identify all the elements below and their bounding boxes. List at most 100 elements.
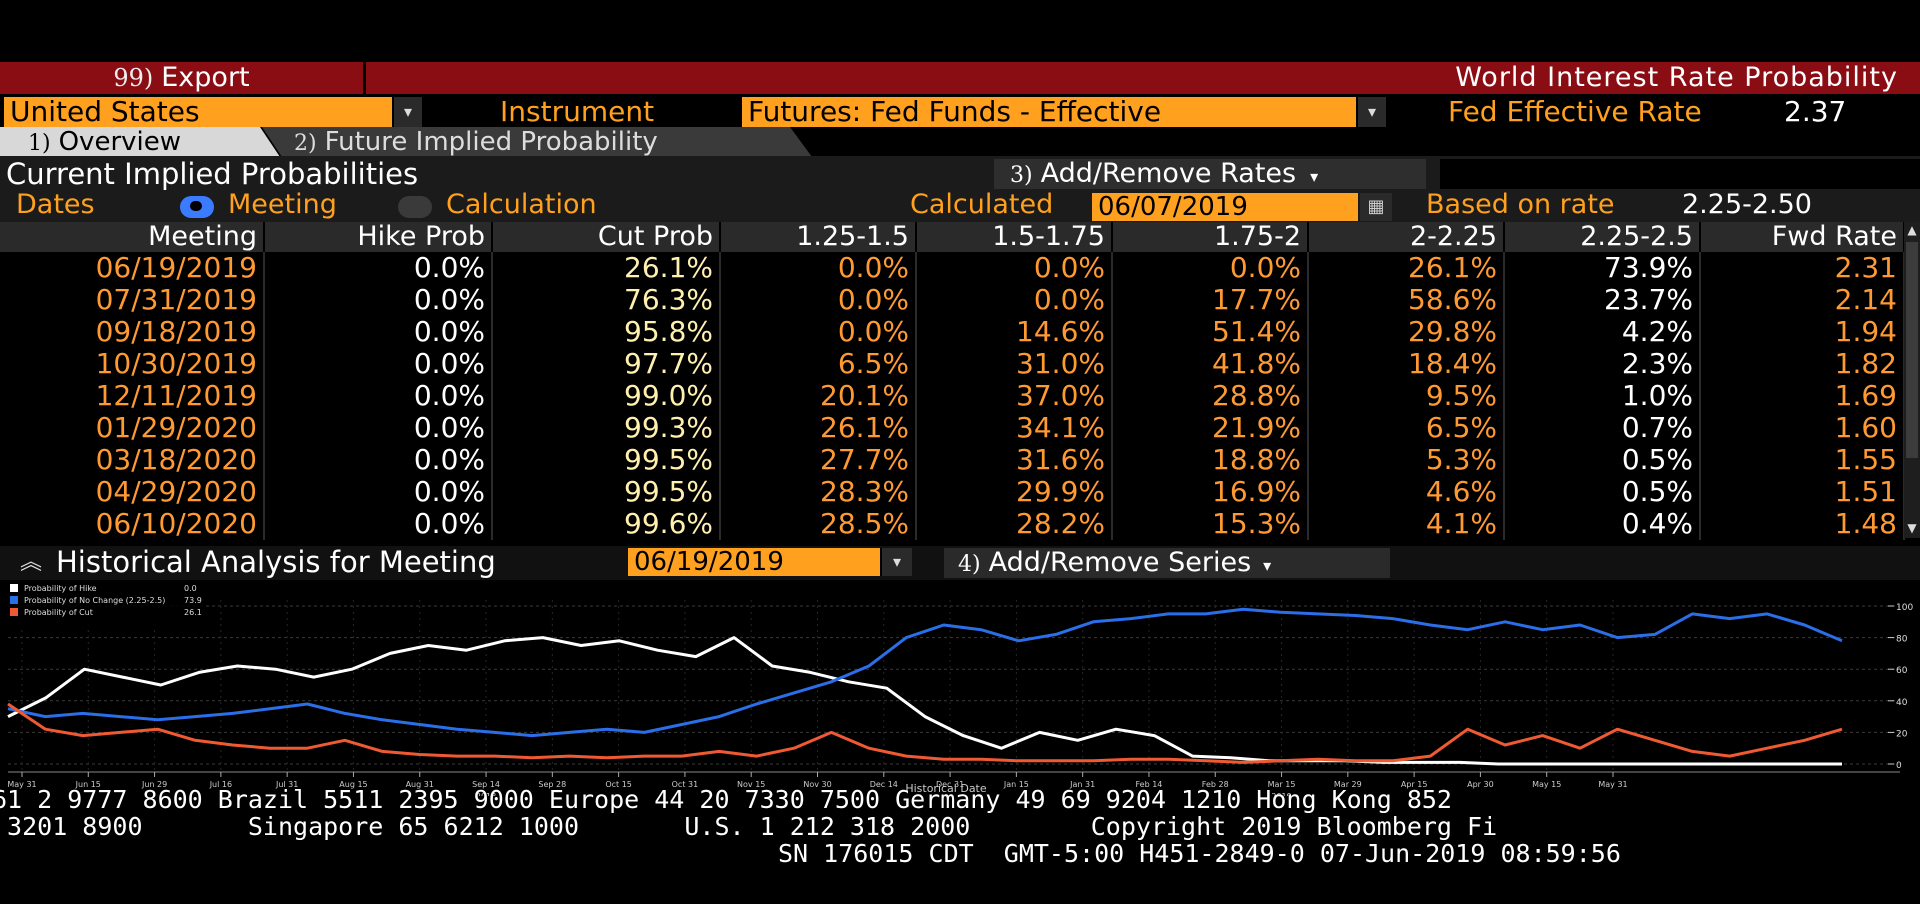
legend-swatch (10, 584, 18, 592)
fed-rate-value: 2.37 (1784, 95, 1847, 128)
historical-meeting-dropdown-arrow[interactable]: ▾ (880, 548, 912, 576)
instrument-label: Instrument (500, 95, 655, 128)
table-cell: 1.0% (1504, 380, 1701, 412)
table-cell: 26.1% (492, 252, 721, 284)
table-cell: 18.4% (1308, 348, 1505, 380)
table-row[interactable]: 01/29/2020 0.0% 99.3% 26.1% 34.1% 21.9% 6.5% 0.… (0, 412, 1905, 444)
table-cell: 95.8% (492, 316, 721, 348)
table-cell: 03/18/2020 (0, 444, 265, 476)
based-on-rate-value: 2.25-2.50 (1682, 189, 1812, 220)
table-cell: 4.1% (1308, 508, 1505, 540)
table-cell: 28.5% (720, 508, 917, 540)
x-tick-label: Nov 30 (803, 780, 831, 789)
calendar-icon[interactable]: ▦ (1360, 193, 1392, 221)
country-select[interactable]: United States (4, 97, 392, 127)
table-row[interactable]: 03/18/2020 0.0% 99.5% 27.7% 31.6% 18.8% 5.3% 0.… (0, 444, 1905, 476)
table-cell: 1.82 (1700, 348, 1905, 380)
add-remove-rates-button[interactable]: 3) Add/Remove Rates ▾ (994, 159, 1426, 189)
col-header-rate-3[interactable]: 1.75-2 (1112, 222, 1309, 252)
col-header-rate-5[interactable]: 2.25-2.5 (1504, 222, 1701, 252)
ticker-line-1: 61 2 9777 8600 Brazil 5511 2395 9000 Eur… (0, 785, 1452, 814)
x-tick-label: Jan 15 (1003, 780, 1029, 789)
collapse-icon[interactable]: ︽ (19, 550, 42, 575)
table-row[interactable]: 06/19/2019 0.0% 26.1% 0.0% 0.0% 0.0% 26.1% 73.9… (0, 252, 1905, 284)
scroll-thumb[interactable] (1906, 242, 1918, 458)
table-cell: 29.9% (916, 476, 1113, 508)
export-button[interactable]: 99) Export (0, 62, 366, 94)
table-cell: 2.31 (1700, 252, 1905, 284)
tab-overview[interactable]: 1) Overview (0, 128, 270, 156)
tab-overview-label: Overview (58, 127, 182, 157)
table-cell: 0.0% (720, 252, 917, 284)
x-tick-label: Nov 15 (737, 780, 765, 789)
table-cell: 15.3% (1112, 508, 1309, 540)
rates-spacer (1440, 159, 1920, 189)
col-header-hike-prob[interactable]: Hike Prob (264, 222, 493, 252)
table-cell: 6.5% (1308, 412, 1505, 444)
add-remove-series-num: 4) (958, 552, 981, 577)
table-row[interactable]: 09/18/2019 0.0% 95.8% 0.0% 14.6% 51.4% 29.8% 4.… (0, 316, 1905, 348)
scroll-up-icon[interactable]: ▲ (1907, 223, 1917, 237)
tab-future-implied-probability[interactable]: 2) Future Implied Probability (266, 128, 796, 156)
calculation-radio[interactable] (398, 196, 432, 218)
table-scrollbar[interactable]: ▲ ▼ (1904, 222, 1920, 538)
dates-label: Dates (16, 189, 95, 220)
table-cell: 58.6% (1308, 284, 1505, 316)
scroll-down-icon[interactable]: ▼ (1907, 521, 1917, 535)
meeting-radio[interactable] (180, 196, 214, 218)
table-cell: 18.8% (1112, 444, 1309, 476)
table-row[interactable]: 06/10/2020 0.0% 99.6% 28.5% 28.2% 15.3% 4.1% 0.… (0, 508, 1905, 540)
table-cell: 17.7% (1112, 284, 1309, 316)
table-cell: 99.0% (492, 380, 721, 412)
calculated-date-value: 06/07/2019 (1098, 192, 1248, 222)
table-cell: 0.0% (264, 508, 493, 540)
x-tick-label: Apr 30 (1467, 780, 1494, 789)
country-dropdown-arrow[interactable]: ▾ (392, 97, 422, 127)
table-row[interactable]: 10/30/2019 0.0% 97.7% 6.5% 31.0% 41.8% 18.4% 2.… (0, 348, 1905, 380)
legend-entry-value: 26.1 (184, 608, 202, 617)
legend-entry-value: 73.9 (184, 596, 202, 605)
table-cell: 20.1% (720, 380, 917, 412)
table-cell: 34.1% (916, 412, 1113, 444)
table-cell: 0.0% (264, 348, 493, 380)
table-cell: 31.0% (916, 348, 1113, 380)
x-tick-label: Jun 29 (141, 780, 167, 789)
table-cell: 99.6% (492, 508, 721, 540)
col-header-cut-prob[interactable]: Cut Prob (492, 222, 721, 252)
x-tick-label: Dec 14 (870, 780, 898, 789)
table-cell: 06/19/2019 (0, 252, 265, 284)
col-header-rate-1[interactable]: 1.25-1.5 (720, 222, 917, 252)
y-tick-label: 20 (1896, 729, 1908, 739)
historical-title: Historical Analysis for Meeting (56, 545, 496, 579)
table-cell: 4.2% (1504, 316, 1701, 348)
col-header-rate-4[interactable]: 2-2.25 (1308, 222, 1505, 252)
add-remove-series-button[interactable]: 4) Add/Remove Series ▾ (944, 548, 1390, 578)
table-cell: 1.48 (1700, 508, 1905, 540)
table-cell: 28.8% (1112, 380, 1309, 412)
col-header-fwd-rate[interactable]: Fwd Rate (1700, 222, 1905, 252)
historical-meeting-value: 06/19/2019 (634, 547, 784, 577)
table-cell: 28.2% (916, 508, 1113, 540)
x-tick-label: May 31 (7, 780, 36, 789)
calculated-date-input[interactable]: 06/07/2019 (1092, 193, 1358, 221)
instrument-dropdown-arrow[interactable]: ▾ (1356, 97, 1386, 127)
col-header-rate-2[interactable]: 1.5-1.75 (916, 222, 1113, 252)
table-cell: 09/18/2019 (0, 316, 265, 348)
x-tick-label: Aug 31 (406, 780, 434, 789)
historical-meeting-select[interactable]: 06/19/2019 (628, 548, 880, 576)
x-tick-label: Feb 14 (1136, 780, 1163, 789)
historical-chart: 0 20 40 60 80 100 May 31 Jun 15 Jun 29 Jul 16 Jul… (6, 581, 1913, 796)
y-tick-label: 60 (1896, 666, 1908, 676)
chart-series (7, 607, 1843, 766)
table-row[interactable]: 12/11/2019 0.0% 99.0% 20.1% 37.0% 28.8% 9.5% 1.… (0, 380, 1905, 412)
table-row[interactable]: 04/29/2020 0.0% 99.5% 28.3% 29.9% 16.9% 4.6% 0.… (0, 476, 1905, 508)
export-label: Export (161, 62, 250, 93)
table-row[interactable]: 07/31/2019 0.0% 76.3% 0.0% 0.0% 17.7% 58.6% 23.… (0, 284, 1905, 316)
table-cell: 73.9% (1504, 252, 1701, 284)
table-cell: 26.1% (720, 412, 917, 444)
series-line-1 (7, 636, 1842, 766)
legend-entry-name: Probability of Cut (24, 608, 93, 617)
instrument-select[interactable]: Futures: Fed Funds - Effective (742, 97, 1356, 127)
table-cell: 0.7% (1504, 412, 1701, 444)
col-header-meeting[interactable]: Meeting (0, 222, 265, 252)
